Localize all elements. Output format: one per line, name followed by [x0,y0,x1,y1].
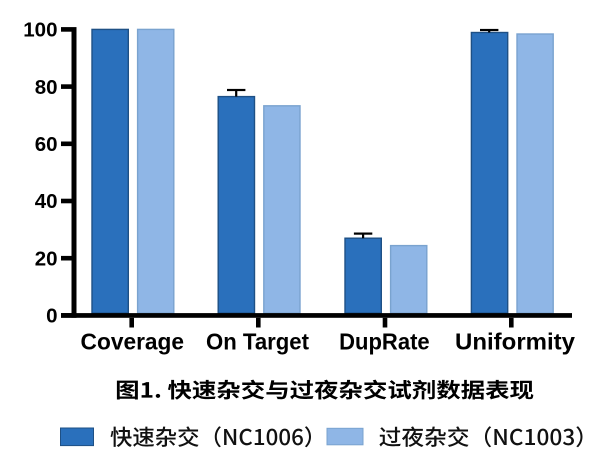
svg-text:100: 100 [23,19,57,42]
svg-text:On Target: On Target [206,329,309,355]
svg-text:Uniformity: Uniformity [455,329,575,355]
svg-text:60: 60 [35,133,58,156]
svg-text:80: 80 [35,76,58,99]
svg-text:40: 40 [35,190,58,213]
svg-text:0: 0 [46,305,57,328]
svg-text:DupRate: DupRate [339,329,430,355]
svg-text:Coverage: Coverage [81,329,185,355]
svg-text:20: 20 [35,247,58,270]
